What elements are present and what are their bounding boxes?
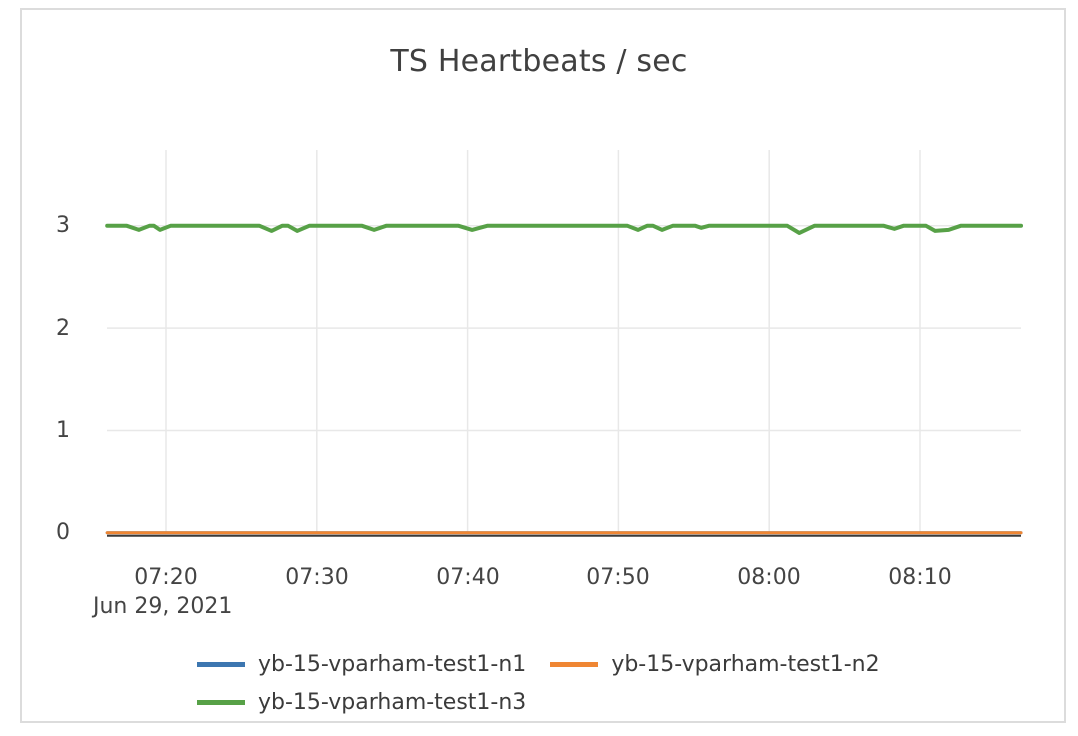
legend-label-n3: yb-15-vparham-test1-n3 (258, 689, 527, 715)
y-axis-tick-label-2: 2 (56, 316, 70, 341)
orange-line-swatch-icon (550, 661, 599, 667)
chart-title: TS Heartbeats / sec (390, 44, 688, 79)
x-axis-date-label: Jun 29, 2021 (93, 594, 233, 619)
legend-label-n2: yb-15-vparham-test1-n2 (611, 651, 880, 677)
x-axis-tick-label-0800: 08:00 (737, 565, 801, 590)
x-axis-tick-label-0730: 07:30 (285, 565, 349, 590)
y-axis-tick-label-3: 3 (56, 213, 70, 238)
legend-label-n1: yb-15-vparham-test1-n1 (258, 651, 527, 677)
legend-row-2: yb-15-vparham-test1-n3 (197, 688, 880, 716)
x-axis-tick-label-0750: 07:50 (586, 565, 650, 590)
legend-row-1: yb-15-vparham-test1-n1 yb-15-vparham-tes… (197, 650, 880, 678)
x-axis-tick-label-0720: 07:20 (134, 565, 198, 590)
chart-card (20, 8, 1066, 723)
green-line-swatch-icon (197, 699, 245, 705)
x-axis-tick-label-0810: 08:10 (888, 565, 952, 590)
y-axis-tick-label-1: 1 (56, 418, 70, 443)
legend-item-n1[interactable]: yb-15-vparham-test1-n1 (197, 652, 526, 677)
blue-line-swatch-icon (197, 661, 245, 667)
legend-item-n2[interactable]: yb-15-vparham-test1-n2 (550, 651, 880, 677)
legend-item-n3[interactable]: yb-15-vparham-test1-n3 (197, 690, 526, 715)
chart-legend: yb-15-vparham-test1-n1 yb-15-vparham-tes… (197, 650, 880, 716)
x-axis-tick-label-0740: 07:40 (436, 565, 500, 590)
y-axis-tick-label-0: 0 (56, 520, 70, 545)
